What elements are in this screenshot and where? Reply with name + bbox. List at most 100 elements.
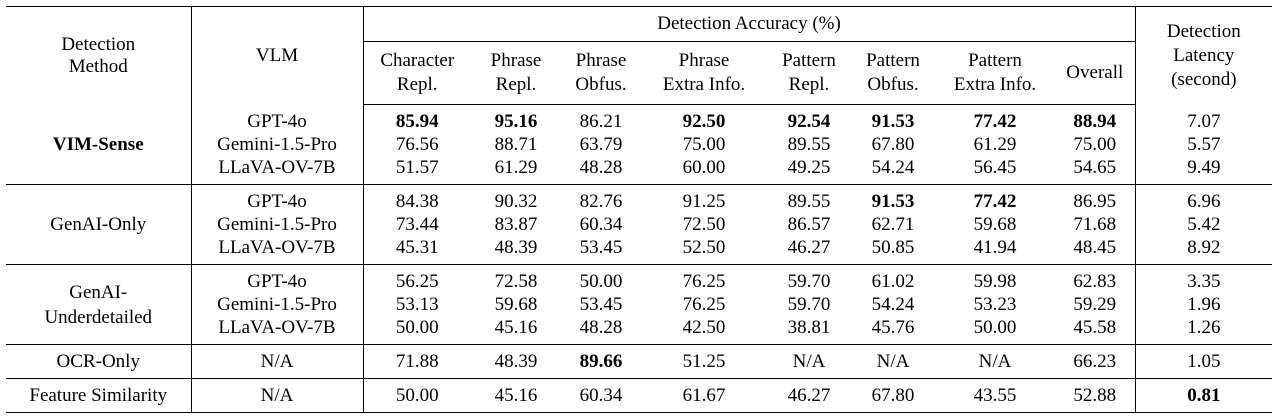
accuracy-cell: 75.00 xyxy=(1055,133,1136,156)
method-cell: GenAI- Underdetailed xyxy=(6,264,192,345)
accuracy-cell: 71.68 xyxy=(1055,213,1136,236)
accuracy-cell: 72.50 xyxy=(682,214,726,235)
accuracy-cell: 60.00 xyxy=(682,157,726,178)
accuracy-cell: 59.98 xyxy=(935,264,1055,293)
header-accuracy-group: Detection Accuracy (%) xyxy=(363,6,1136,42)
vlm-cell: N/A xyxy=(191,344,364,379)
accuracy-cell: 45.76 xyxy=(871,317,915,338)
accuracy-cell: 77.42 xyxy=(935,184,1055,213)
column-header-line: Pattern xyxy=(968,50,1022,71)
accuracy-cell: 77.42 xyxy=(973,111,1017,132)
accuracy-cell: 48.28 xyxy=(579,317,623,338)
accuracy-cell: N/A xyxy=(935,344,1055,379)
latency-cell: 9.49 xyxy=(1187,157,1221,178)
accuracy-cell: 88.71 xyxy=(494,134,538,155)
accuracy-cell: 46.27 xyxy=(767,378,851,413)
accuracy-cell: 50.00 xyxy=(363,378,471,413)
accuracy-cell: 45.16 xyxy=(471,378,561,413)
accuracy-cell: 83.87 xyxy=(494,214,538,235)
accuracy-cell: 59.70 xyxy=(787,294,831,315)
accuracy-cell: 86.95 xyxy=(1055,184,1136,213)
vlm-cell: Gemini-1.5-Pro xyxy=(191,213,364,236)
accuracy-cell: 67.80 xyxy=(851,378,935,413)
accuracy-cell: 45.31 xyxy=(395,237,439,258)
accuracy-cell: 59.68 xyxy=(973,214,1017,235)
accuracy-cell: 73.44 xyxy=(395,214,439,235)
header-method: Detection Method xyxy=(6,6,192,105)
accuracy-cell: 62.71 xyxy=(871,214,915,235)
column-header-line: Overall xyxy=(1066,62,1124,83)
accuracy-cell: N/A xyxy=(851,344,935,379)
accuracy-cell: 91.53 xyxy=(871,111,915,132)
accuracy-cell: 75.00 xyxy=(682,134,726,155)
latency-cell: 8.92 xyxy=(1187,237,1221,258)
column-header: Phrase Repl. xyxy=(471,41,561,105)
accuracy-cell: 72.58 xyxy=(471,264,561,293)
accuracy-cell: 50.00 xyxy=(973,317,1017,338)
accuracy-cell: 56.25 xyxy=(363,264,471,293)
table-row: Gemini-1.5-Pro 73.44 83.87 60.34 72.50 86.57 6… xyxy=(6,213,1272,236)
accuracy-cell: 50.00 xyxy=(395,317,439,338)
table-row: LLaVA-OV-7B 50.00 45.16 48.28 42.50 38.81 45.7… xyxy=(6,316,1272,345)
method-label: OCR-Only xyxy=(56,350,140,372)
accuracy-cell: 63.79 xyxy=(579,134,623,155)
vlm-cell: Gemini-1.5-Pro xyxy=(191,133,364,156)
vlm-cell: N/A xyxy=(191,378,364,413)
table-row: GenAI- Underdetailed GPT-4o 56.25 72.58 50.00… xyxy=(6,264,1273,345)
accuracy-cell: 43.55 xyxy=(935,378,1055,413)
accuracy-cell: 54.24 xyxy=(871,294,915,315)
accuracy-cell: 45.58 xyxy=(1055,316,1136,345)
accuracy-cell: 45.16 xyxy=(494,317,538,338)
header-latency: Detection Latency (second) xyxy=(1135,6,1273,105)
accuracy-cell: 60.34 xyxy=(561,378,641,413)
accuracy-cell: 49.25 xyxy=(787,157,831,178)
latency-cell: 0.81 xyxy=(1135,378,1273,413)
accuracy-cell: 56.45 xyxy=(973,157,1017,178)
accuracy-cell: 48.45 xyxy=(1055,236,1136,265)
column-header: Phrase Extra Info. xyxy=(641,41,767,105)
accuracy-cell: N/A xyxy=(767,344,851,379)
column-header: Pattern Extra Info. xyxy=(935,41,1055,105)
accuracy-cell: 89.66 xyxy=(561,344,641,379)
accuracy-cell: 95.16 xyxy=(494,111,538,132)
accuracy-cell: 61.29 xyxy=(494,157,538,178)
accuracy-cell: 51.25 xyxy=(641,344,767,379)
accuracy-cell: 54.65 xyxy=(1055,156,1136,185)
vlm-cell: GPT-4o xyxy=(191,184,364,213)
method-label: VIM-Sense xyxy=(52,133,144,155)
accuracy-cell: 59.68 xyxy=(494,294,538,315)
accuracy-cell: 92.50 xyxy=(682,111,726,132)
column-header-line: Repl. xyxy=(396,74,438,95)
vlm-cell: Gemini-1.5-Pro xyxy=(191,293,364,316)
accuracy-cell: 52.50 xyxy=(682,237,726,258)
accuracy-cell: 42.50 xyxy=(682,317,726,338)
accuracy-cell: 82.76 xyxy=(561,184,641,213)
accuracy-cell: 59.70 xyxy=(767,264,851,293)
column-header-row: Character Repl. Phrase Repl. Phrase Obfus. Phr… xyxy=(6,41,1272,105)
latency-cell: 7.07 xyxy=(1187,110,1221,132)
column-header-line: Pattern xyxy=(782,50,836,71)
accuracy-cell: 66.23 xyxy=(1055,344,1136,379)
vlm-cell: LLaVA-OV-7B xyxy=(191,236,364,265)
vlm-cell: GPT-4o xyxy=(191,264,364,293)
accuracy-cell: 61.67 xyxy=(641,378,767,413)
accuracy-cell: 67.80 xyxy=(871,134,915,155)
method-label: Underdetailed xyxy=(44,306,153,328)
column-header-line: Phrase xyxy=(490,50,542,71)
accuracy-cell: 41.94 xyxy=(973,237,1017,258)
column-header-line: Extra Info. xyxy=(953,74,1037,95)
accuracy-cell: 46.27 xyxy=(787,237,831,258)
accuracy-cell: 50.85 xyxy=(871,237,915,258)
latency-cell: 1.05 xyxy=(1135,344,1273,379)
column-header-line: Extra Info. xyxy=(662,74,746,95)
accuracy-cell: 71.88 xyxy=(363,344,471,379)
latency-cell: 5.57 xyxy=(1187,134,1221,155)
latency-cell: 3.35 xyxy=(1135,264,1273,293)
accuracy-cell: 53.45 xyxy=(579,294,623,315)
latency-cell: 1.96 xyxy=(1187,294,1221,315)
accuracy-cell: 48.39 xyxy=(494,237,538,258)
accuracy-cell: 53.45 xyxy=(579,237,623,258)
method-cell: VIM-Sense xyxy=(6,104,192,185)
latency-cell: 5.42 xyxy=(1187,214,1221,235)
column-header: Phrase Obfus. xyxy=(561,41,641,105)
